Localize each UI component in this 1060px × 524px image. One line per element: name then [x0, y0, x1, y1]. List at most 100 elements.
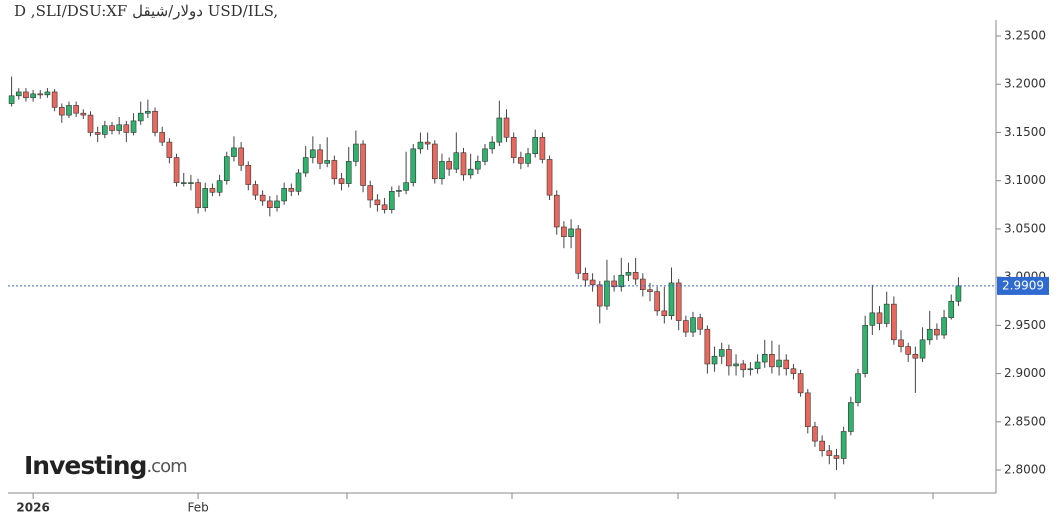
candle-body: [109, 125, 115, 131]
chart-title: D ,SLI/DSU:XF دولار/شيقل USD/ILS,: [14, 2, 278, 20]
candle-body: [525, 153, 531, 164]
candle-body: [367, 185, 374, 201]
candle-body: [683, 320, 689, 333]
candle-body: [374, 199, 381, 206]
candle-body: [539, 136, 546, 160]
candle-body: [575, 228, 582, 274]
candle-body: [769, 354, 775, 368]
candle-body: [66, 105, 72, 116]
candle-body: [102, 125, 108, 135]
candle-body: [668, 282, 675, 317]
candle-body: [166, 141, 173, 158]
candle-body: [460, 152, 467, 176]
candle-body: [173, 157, 180, 183]
y-tick-label: 3.2500: [1004, 29, 1046, 43]
candle-body: [87, 114, 94, 133]
candle-body: [776, 359, 782, 368]
y-tick-label: 3.2000: [1004, 77, 1046, 91]
candle-body: [790, 368, 797, 374]
candle-body: [130, 120, 137, 133]
candle-body: [15, 91, 22, 97]
candle-body: [812, 426, 818, 442]
candle-body: [654, 291, 660, 312]
candle-body: [553, 194, 560, 228]
candle-body: [345, 161, 352, 184]
candle-body: [259, 194, 266, 202]
candle-body: [388, 190, 395, 210]
candle-body: [955, 285, 962, 302]
candle-body: [223, 156, 230, 181]
y-tick-label: 3.1000: [1004, 173, 1046, 187]
x-tick-label: Feb: [187, 501, 208, 515]
candle-body: [209, 188, 216, 193]
candle-body: [94, 132, 101, 135]
y-tick-label: 2.9000: [1004, 366, 1046, 380]
candle-body: [891, 303, 897, 341]
candle-body: [475, 161, 481, 170]
candle-body: [281, 188, 287, 202]
candle-body: [431, 143, 438, 180]
candle-body: [324, 160, 331, 164]
candle-body: [690, 317, 696, 333]
candle-body: [568, 228, 574, 237]
candle-body: [152, 110, 158, 133]
candle-body: [797, 373, 804, 394]
candle-body: [639, 278, 646, 290]
y-tick-label: 3.0500: [1004, 221, 1046, 235]
y-tick-label: 3.1500: [1004, 125, 1046, 139]
y-tick-label: 2.8500: [1004, 414, 1046, 428]
candle-body: [726, 349, 732, 367]
candle-body: [482, 148, 488, 162]
candle-body: [661, 310, 668, 317]
candle-body: [761, 354, 768, 363]
candle-body: [231, 147, 237, 157]
candle-body: [396, 190, 402, 192]
candle-body: [159, 132, 166, 143]
candle-body: [51, 91, 58, 108]
candle-body: [360, 143, 366, 186]
candle-body: [747, 368, 754, 371]
candle-body: [417, 141, 424, 150]
candle-body: [453, 152, 460, 170]
candle-body: [912, 354, 919, 359]
candle-body: [331, 160, 338, 180]
candle-body: [697, 317, 703, 330]
candle-body: [58, 107, 65, 116]
candle-body: [510, 136, 517, 158]
candle-body: [195, 182, 201, 208]
candle-body: [188, 182, 194, 184]
candle-body: [675, 282, 682, 321]
candle-body: [424, 141, 431, 145]
candle-body: [833, 455, 840, 459]
candle-body: [855, 373, 861, 403]
candle-body: [467, 168, 474, 176]
candle-body: [840, 431, 847, 459]
candle-body: [561, 226, 567, 237]
candle-body: [941, 317, 947, 336]
candle-body: [403, 182, 409, 191]
candle-body: [733, 363, 739, 367]
candle-body: [582, 272, 589, 281]
candle-body: [30, 93, 36, 99]
watermark: Investing.com: [24, 451, 187, 480]
candle-body: [288, 188, 295, 192]
candle-body: [532, 136, 539, 154]
candle-body: [711, 355, 718, 365]
candle-body: [137, 112, 144, 122]
candle-body: [876, 312, 883, 324]
candle-body: [718, 349, 725, 357]
candle-body: [518, 157, 524, 164]
candle-body: [238, 147, 244, 166]
unlabeled-x-ticks: [346, 493, 934, 499]
candle-body: [632, 272, 639, 280]
candle-body: [546, 159, 553, 196]
candle-body: [905, 346, 912, 355]
candle-body: [439, 161, 445, 180]
candle-body: [926, 328, 933, 341]
price-label: 2.9909: [1002, 278, 1044, 292]
candle-body: [869, 312, 876, 326]
candle-body: [80, 112, 87, 116]
candle-body: [267, 200, 273, 208]
candle-body: [819, 440, 825, 452]
